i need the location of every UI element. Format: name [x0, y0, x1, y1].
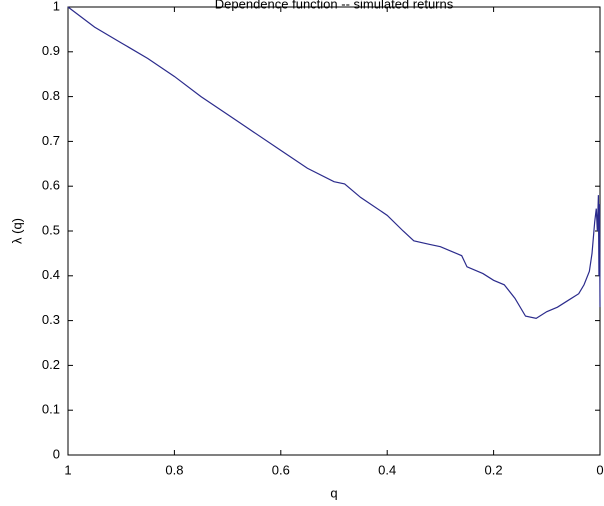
- x-axis-label: q: [330, 485, 337, 500]
- x-tick-label: 0.4: [378, 462, 396, 477]
- x-tick-label: 0.6: [272, 462, 290, 477]
- y-tick-label: 0: [53, 446, 60, 461]
- data-line: [67, 6, 601, 319]
- y-tick-label: 0.9: [42, 43, 60, 58]
- y-axis-label: λ (q): [9, 218, 24, 244]
- x-tick-label: 1: [64, 462, 71, 477]
- y-tick-label: 0.2: [42, 357, 60, 372]
- y-tick-label: 0.5: [42, 222, 60, 237]
- plot-frame: [67, 6, 601, 456]
- y-tick-label: 1: [53, 0, 60, 13]
- x-tick-label: 0.2: [485, 462, 503, 477]
- y-tick-label: 0.3: [42, 312, 60, 327]
- y-tick-label: 0.4: [42, 267, 60, 282]
- x-tick-label: 0.8: [165, 462, 183, 477]
- x-tick-label: 0: [596, 462, 603, 477]
- chart-title: Dependence function -- simulated returns: [215, 0, 454, 12]
- y-tick-label: 0.7: [42, 133, 60, 148]
- y-tick-label: 0.8: [42, 88, 60, 103]
- y-tick-label: 0.1: [42, 402, 60, 417]
- y-tick-label: 0.6: [42, 178, 60, 193]
